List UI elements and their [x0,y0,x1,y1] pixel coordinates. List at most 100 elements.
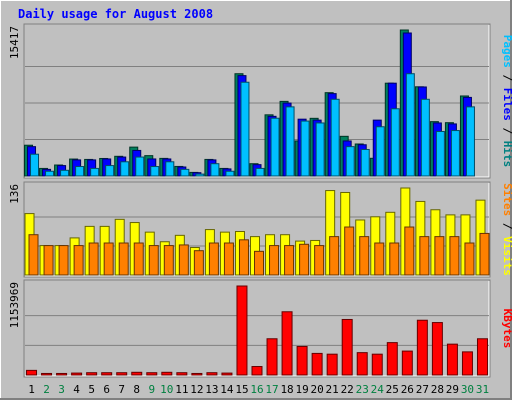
panel-highlight [25,281,490,377]
bar-kbytes [116,372,128,376]
legend-part: KBytes [501,309,512,349]
x-tick-label: 27 [416,383,429,396]
bar-kbytes [86,372,98,376]
panel-highlight [25,25,490,178]
bar-kbytes [146,372,158,376]
bar-pages [255,167,265,177]
series-legend-label: Pages / Files / Hits [501,35,512,168]
bar-sites [284,245,295,276]
bar-pages [60,169,70,177]
bar-sites [163,245,174,276]
chart-panels: 15417 Pages / Files / Hits 136 Sites / Visi… [8,23,512,378]
bar-sites [344,226,355,276]
x-tick-label: 17 [265,383,278,396]
y-max-label: 136 [8,184,21,204]
bar-sites [133,242,144,276]
bar-sites [28,234,39,276]
bar-pages [465,106,475,177]
x-tick-label: 20 [311,383,324,396]
bar-sites [178,244,189,276]
bar-pages [105,165,115,177]
bar-sites [238,239,249,276]
bar-kbytes [416,319,428,376]
x-tick-label: 3 [58,383,65,396]
bar-pages [435,130,445,177]
x-axis-day-labels: 1 2 3 4 5 6 7 8 9 10 11 12 13 14 15 16 17 18 19 20 21 22 23 24 2… [28,383,489,396]
series-legend-label: Sites / Visits [501,183,512,276]
panel-visits: 136 Sites / Visits [8,181,512,278]
bar-pages [450,130,460,177]
bar-kbytes [161,371,173,376]
y-max-label: 1153969 [8,282,21,328]
x-tick-label: 30 [461,383,474,396]
bar-sites [329,236,340,276]
legend-part: Pages [501,35,512,68]
bar-sites [193,250,204,276]
bar-kbytes [356,352,368,376]
bar-sites [464,242,475,276]
x-tick-label: 9 [148,383,155,396]
bar-pages [150,166,160,177]
bar-pages [405,73,415,177]
bar-kbytes [341,318,353,376]
bar-kbytes [41,372,53,376]
bar-kbytes [131,371,143,376]
x-tick-label: 13 [205,383,218,396]
bar-kbytes [386,342,398,376]
x-tick-label: 11 [175,383,188,396]
chart-title: Daily usage for August 2008 [18,7,213,21]
bar-pages [270,117,280,177]
x-tick-label: 26 [401,383,414,396]
bar-kbytes [26,369,38,376]
bar-sites [208,242,219,276]
bar-pages [180,168,190,177]
bar-pages [30,153,40,177]
bar-kbytes [206,372,218,376]
bar-pages [375,126,385,177]
bar-kbytes [71,372,83,376]
bar-kbytes [371,353,383,376]
bar-sites [389,242,400,276]
bar-pages [285,106,295,177]
bar-kbytes [266,338,278,376]
bar-pages [360,148,370,177]
x-tick-label: 24 [371,383,385,396]
bar-kbytes [101,372,113,376]
x-tick-label: 2 [43,383,50,396]
y-max-label: 15417 [8,26,21,59]
bar-sites [118,242,129,276]
bar-pages [45,170,55,177]
bar-kbytes [236,285,248,376]
bar-sites [479,232,490,276]
bar-kbytes [311,352,323,376]
series-kbytes [26,285,488,376]
bar-sites [269,245,280,276]
bar-sites [103,242,114,276]
bar-kbytes [281,311,293,376]
bar-pages [315,122,325,177]
x-tick-label: 14 [220,383,234,396]
bar-kbytes [446,343,458,376]
x-tick-label: 25 [386,383,399,396]
legend-part: / [501,121,512,141]
panel-hits: 15417 Pages / Files / Hits [8,23,512,179]
legend-part: / [501,216,512,236]
bar-pages [75,166,85,177]
bar-sites [58,245,69,276]
bar-sites [43,245,54,276]
x-tick-label: 18 [280,383,293,396]
bar-kbytes [191,372,203,376]
bar-sites [299,243,310,276]
series-pages [30,73,475,177]
bar-pages [420,98,430,177]
legend-part: Files [501,88,512,121]
bar-pages [225,170,235,177]
bar-sites [359,236,370,276]
x-tick-label: 19 [295,383,308,396]
legend-part: Visits [501,236,512,276]
legend-part: Hits [501,141,512,168]
panel-kbytes: 1153969 KBytes [8,279,512,378]
x-tick-label: 8 [133,383,140,396]
bar-pages [390,108,400,177]
